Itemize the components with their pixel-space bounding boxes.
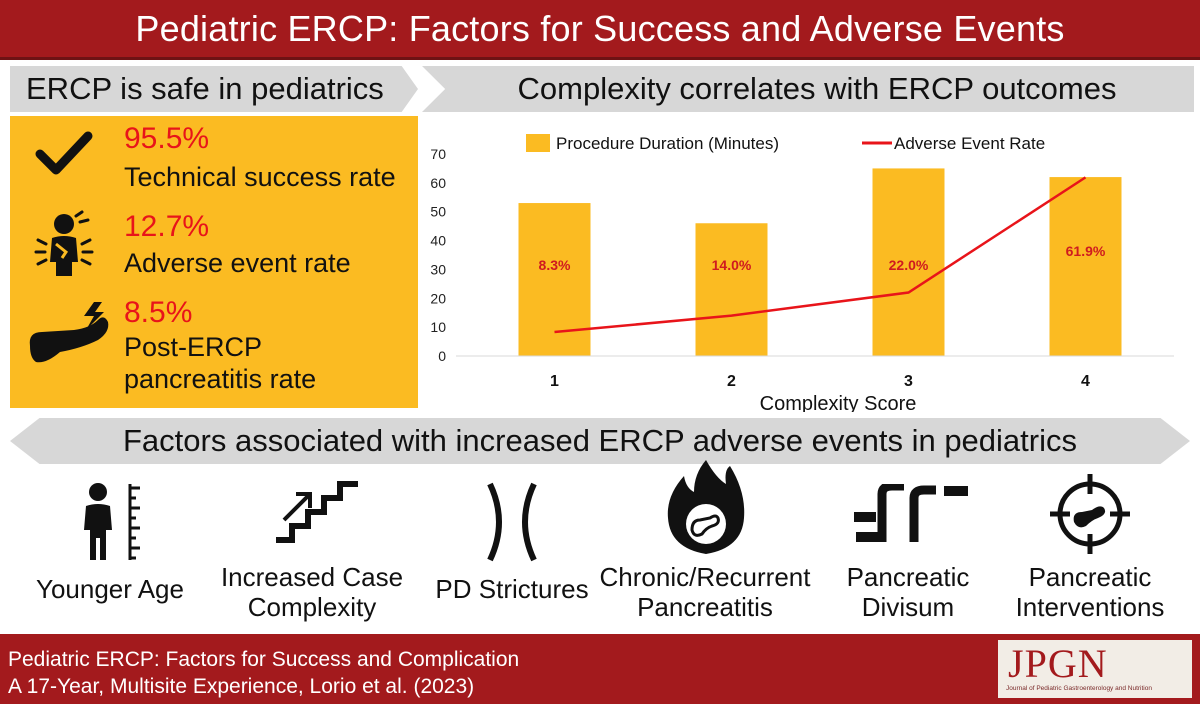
stat-value: 12.7% [124, 210, 210, 243]
factor-label-line1: Increased Case [220, 562, 404, 592]
legend-label-line: Adverse Event Rate [894, 134, 1045, 153]
chart-svg: 0 10 20 30 40 50 60 70 8.3% 14.0% 22.0% 61.9% 1 2 3 4 Co… [430, 134, 1174, 412]
journal-logo-text: JPGN [1008, 641, 1108, 686]
data-label: 61.9% [1066, 243, 1106, 259]
checkmark-icon [34, 130, 94, 185]
factor-label: Younger Age [36, 574, 184, 604]
y-tick-label: 30 [430, 261, 446, 277]
y-tick-label: 70 [430, 146, 446, 162]
y-tick-label: 20 [430, 290, 446, 306]
title-banner: Pediatric ERCP: Factors for Success and … [0, 0, 1200, 60]
stat-label-line2: pancreatitis rate [124, 364, 317, 394]
x-axis-label: Complexity Score [760, 393, 917, 412]
safe-section-title: ERCP is safe in pediatrics [26, 71, 384, 106]
y-tick-label: 50 [430, 204, 446, 220]
factor-pancreatic-interventions: Pancreatic Interventions [1000, 470, 1180, 630]
factor-younger-age: Younger Age [20, 470, 200, 630]
x-tick-label: 4 [1081, 373, 1090, 390]
factors-section-ribbon: Factors associated with increased ERCP a… [10, 418, 1190, 464]
journal-logo: JPGN Journal of Pediatric Gastroenterolo… [998, 640, 1192, 698]
stat-value: 8.5% [124, 296, 193, 329]
child-height-icon [78, 482, 148, 567]
data-label: 8.3% [539, 257, 571, 273]
factors-row: Younger Age Increased Case Complexity PD… [0, 460, 1200, 630]
citation-line1: Pediatric ERCP: Factors for Success and … [8, 648, 520, 671]
factor-label: PD Strictures [435, 574, 589, 604]
journal-name: Journal of Pediatric Gastroenterology an… [1006, 685, 1152, 692]
legend-swatch-bars [526, 134, 550, 152]
complexity-section-ribbon: Complexity correlates with ERCP outcomes [422, 66, 1194, 112]
y-tick-label: 40 [430, 233, 446, 249]
factor-chronic-pancreatitis: Chronic/Recurrent Pancreatitis [590, 460, 820, 630]
stat-value: 95.5% [124, 122, 210, 155]
legend-label-bars: Procedure Duration (Minutes) [556, 134, 779, 153]
factor-pd-strictures: PD Strictures [424, 470, 600, 630]
flame-pancreas-icon [664, 458, 748, 561]
stairs-arrow-icon [274, 480, 360, 549]
factor-case-complexity: Increased Case Complexity [212, 470, 412, 630]
factor-label-line1: Chronic/Recurrent [599, 562, 811, 592]
factor-label-line1: Pancreatic [846, 562, 970, 592]
stat-label: Technical success rate [124, 162, 396, 192]
y-tick-label: 10 [430, 319, 446, 335]
page-title: Pediatric ERCP: Factors for Success and … [135, 8, 1065, 49]
complexity-section-title: Complexity correlates with ERCP outcomes [517, 71, 1117, 106]
bar [518, 203, 591, 356]
factor-pancreatic-divisum: Pancreatic Divisum [820, 470, 996, 630]
stat-label-line1: Post-ERCP [124, 332, 263, 362]
factor-label-line2: Pancreatitis [637, 592, 773, 622]
bar [872, 168, 945, 356]
pain-person-icon [32, 210, 96, 285]
factor-label-line2: Complexity [247, 592, 377, 622]
bar [695, 223, 768, 356]
split-pipe-icon [852, 481, 970, 549]
factor-label-line1: Pancreatic [1028, 562, 1152, 592]
bar [1049, 177, 1122, 356]
citation: Pediatric ERCP: Factors for Success and … [8, 646, 519, 700]
x-tick-label: 3 [904, 373, 913, 390]
citation-line2: A 17-Year, Multisite Experience, Lorio e… [8, 675, 475, 698]
complexity-chart: 0 10 20 30 40 50 60 70 8.3% 14.0% 22.0% 61.9% 1 2 3 4 Co… [422, 116, 1194, 412]
factor-label-line2: Interventions [1015, 592, 1165, 622]
stricture-icon [486, 482, 538, 567]
data-label: 14.0% [712, 257, 752, 273]
y-tick-label: 60 [430, 175, 446, 191]
factor-label-line2: Divisum [861, 592, 955, 622]
factors-section-title: Factors associated with increased ERCP a… [123, 423, 1077, 458]
adverse-event-line [554, 176, 1087, 334]
y-tick-label: 0 [438, 348, 446, 364]
x-tick-label: 2 [727, 373, 736, 390]
x-tick-label: 1 [550, 373, 559, 390]
stat-label: Adverse event rate [124, 248, 351, 278]
pancreas-lightning-icon [24, 300, 124, 375]
data-label: 22.0% [889, 257, 929, 273]
safe-section-ribbon: ERCP is safe in pediatrics [10, 66, 418, 112]
safety-stats-panel: 95.5% Technical success rate 12.7% Adver… [10, 116, 418, 408]
target-pancreas-icon [1048, 472, 1132, 561]
